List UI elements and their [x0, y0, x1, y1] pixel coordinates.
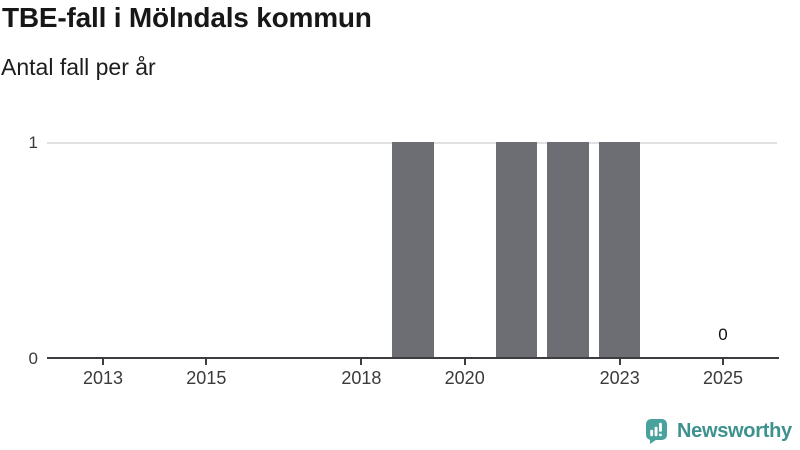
- x-tick-mark-2023: [618, 359, 621, 365]
- bar-2023: [598, 142, 641, 357]
- chart-subtitle: Antal fall per år: [1, 54, 156, 80]
- x-tick-label-2025: 2025: [703, 368, 744, 388]
- y-tick-label-0: 0: [28, 349, 38, 368]
- x-tick-mark-2020: [463, 359, 466, 365]
- x-tick-label-2015: 2015: [186, 368, 227, 388]
- y-tick-label-1: 1: [28, 133, 38, 152]
- bar-2022: [547, 142, 589, 357]
- newsworthy-brand-text: Newsworthy: [677, 420, 792, 442]
- x-tick-mark-2015: [205, 359, 208, 365]
- bar-2019: [392, 142, 434, 357]
- bar-2021: [495, 142, 538, 357]
- x-tick-label-2023: 2023: [599, 368, 640, 388]
- chart-title: TBE-fall i Mölndals kommun: [2, 2, 372, 33]
- x-tick-mark-2025: [722, 359, 725, 365]
- x-tick-mark-2013: [102, 359, 104, 365]
- x-tick-mark-2018: [360, 359, 363, 365]
- x-axis-line: [47, 357, 779, 359]
- x-tick-label-2020: 2020: [444, 368, 485, 388]
- newsworthy-chart-bubble-icon: [646, 418, 667, 444]
- newsworthy-logo: Newsworthy: [646, 418, 792, 444]
- x-tick-label-2013: 2013: [82, 368, 124, 388]
- value-label-2025: 0: [718, 325, 728, 344]
- x-tick-label-2018: 2018: [341, 368, 382, 388]
